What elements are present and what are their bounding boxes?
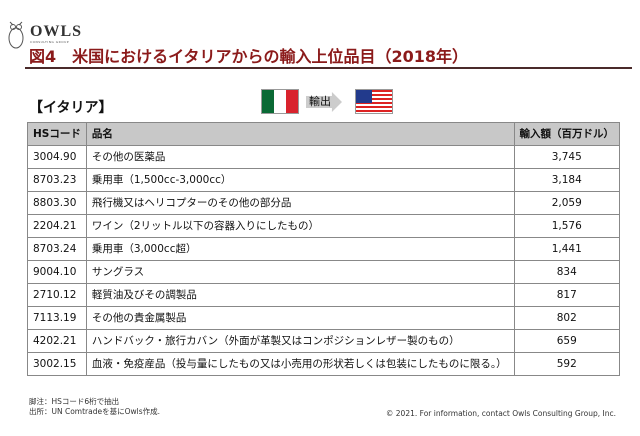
footnote: 脚注：HSコード6桁で抽出 — [29, 397, 120, 406]
cell-item-name: 血液・免疫産品（投与量にしたもの又は小売用の形状若しくは包装にしたものに限る。） — [85, 352, 515, 376]
flow-label: 輸出 — [309, 95, 331, 108]
table-row: 3004.90 その他の医薬品 3,745 — [27, 145, 620, 169]
table-row: 2204.21 ワイン（2リットル以下の容器入りにしたもの） 1,576 — [27, 214, 620, 238]
arrow-icon — [306, 92, 342, 112]
header-item-name: 品名 — [85, 122, 515, 146]
owl-icon — [8, 21, 24, 49]
cell-hs-code: 9004.10 — [27, 260, 87, 284]
table-row: 3002.15 血液・免疫産品（投与量にしたもの又は小売用の形状若しくは包装にした… — [27, 352, 620, 376]
cell-import-value: 3,745 — [513, 145, 620, 169]
country-label: 【イタリア】 — [29, 100, 113, 116]
cell-import-value: 659 — [513, 329, 620, 353]
cell-hs-code: 7113.19 — [27, 306, 87, 330]
cell-item-name: その他の貴金属製品 — [85, 306, 515, 330]
cell-item-name: その他の医薬品 — [85, 145, 515, 169]
table-row: 9004.10 サングラス 834 — [27, 260, 620, 284]
italy-flag-icon — [261, 89, 299, 114]
cell-hs-code: 4202.21 — [27, 329, 87, 353]
table-row: 8803.30 飛行機又はヘリコプターのその他の部分品 2,059 — [27, 191, 620, 215]
page-title: 図4 米国におけるイタリアからの輸入上位品目（2018年） — [29, 47, 469, 66]
cell-hs-code: 3002.15 — [27, 352, 87, 376]
import-table: HSコード 品名 輸入額（百万ドル） 3004.90 その他の医薬品 3,745 87… — [27, 122, 620, 376]
owls-logo: OWLS CONSULTING GROUP — [6, 18, 82, 50]
cell-import-value: 817 — [513, 283, 620, 307]
table-row: 2710.12 軽質油及びその調製品 817 — [27, 283, 620, 307]
cell-hs-code: 8703.24 — [27, 237, 87, 261]
cell-import-value: 834 — [513, 260, 620, 284]
header-hs-code: HSコード — [27, 122, 87, 146]
cell-item-name: 乗用車（1,500cc-3,000cc） — [85, 168, 515, 192]
cell-import-value: 592 — [513, 352, 620, 376]
cell-item-name: 飛行機又はヘリコプターのその他の部分品 — [85, 191, 515, 215]
cell-hs-code: 2204.21 — [27, 214, 87, 238]
source-note: 出所：UN Comtradeを基にOwls作成. — [29, 407, 161, 416]
logo-subtext: CONSULTING GROUP — [30, 40, 70, 44]
table-header-row: HSコード 品名 輸入額（百万ドル） — [27, 122, 620, 146]
cell-hs-code: 2710.12 — [27, 283, 87, 307]
cell-hs-code: 8703.23 — [27, 168, 87, 192]
footnotes: 脚注：HSコード6桁で抽出 出所：UN Comtradeを基にOwls作成. — [29, 397, 160, 417]
table-row: 8703.24 乗用車（3,000cc超） 1,441 — [27, 237, 620, 261]
cell-hs-code: 8803.30 — [27, 191, 87, 215]
cell-item-name: ワイン（2リットル以下の容器入りにしたもの） — [85, 214, 515, 238]
cell-import-value: 1,441 — [513, 237, 620, 261]
table-row: 8703.23 乗用車（1,500cc-3,000cc） 3,184 — [27, 168, 620, 192]
cell-item-name: 乗用車（3,000cc超） — [85, 237, 515, 261]
cell-import-value: 3,184 — [513, 168, 620, 192]
cell-import-value: 2,059 — [513, 191, 620, 215]
cell-hs-code: 3004.90 — [27, 145, 87, 169]
copyright: © 2021. For information, contact Owls Co… — [385, 409, 616, 418]
cell-item-name: サングラス — [85, 260, 515, 284]
header-import-value: 輸入額（百万ドル） — [513, 122, 620, 146]
cell-item-name: ハンドバック・旅行カバン（外面が革製又はコンポジションレザー製のもの） — [85, 329, 515, 353]
cell-item-name: 軽質油及びその調製品 — [85, 283, 515, 307]
title-divider — [25, 67, 632, 69]
table-row: 4202.21 ハンドバック・旅行カバン（外面が革製又はコンポジションレザー製のも… — [27, 329, 620, 353]
table-row: 7113.19 その他の貴金属製品 802 — [27, 306, 620, 330]
logo-text: OWLS — [30, 23, 83, 40]
usa-flag-icon — [355, 89, 393, 114]
cell-import-value: 1,576 — [513, 214, 620, 238]
cell-import-value: 802 — [513, 306, 620, 330]
